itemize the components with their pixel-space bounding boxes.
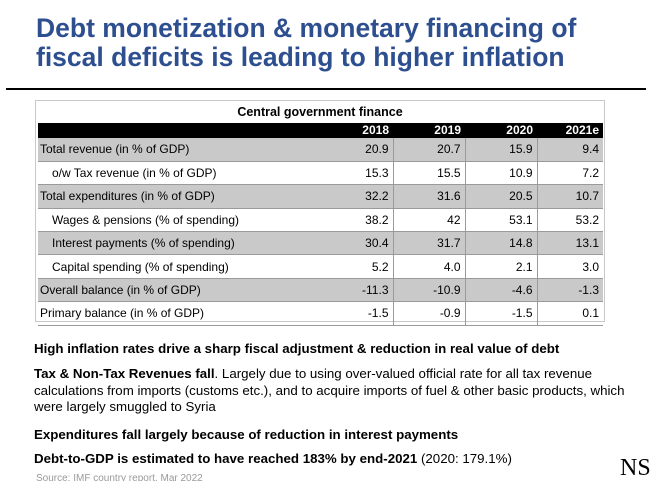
cell-value: -1.3 xyxy=(537,278,603,303)
cell-value: -4.6 xyxy=(465,278,538,303)
cell-value: 32.2 xyxy=(307,184,394,209)
point-revenues-detail: . Largely due to using over-valued offic… xyxy=(34,366,625,414)
row-label: Overall balance (in % of GDP) xyxy=(38,278,307,303)
cell-value: 20.7 xyxy=(393,138,466,162)
row-label: Total revenue (in % of GDP) xyxy=(38,138,307,162)
central-government-finance-table: 2018 2019 2020 2021e Total revenue (in %… xyxy=(38,123,603,326)
table-row: Overall balance (in % of GDP) -11.3 -10.… xyxy=(38,278,603,303)
row-label: Primary balance (in % of GDP) xyxy=(38,301,307,326)
cell-value: 38.2 xyxy=(307,208,394,233)
row-label: Interest payments (% of spending) xyxy=(38,231,307,256)
header-2020: 2020 xyxy=(465,123,537,138)
cell-value: 53.2 xyxy=(537,208,603,233)
ns-logo: NS xyxy=(620,455,651,481)
cell-value: 30.4 xyxy=(307,231,394,256)
title-divider xyxy=(6,88,646,90)
row-label: Total expenditures (in % of GDP) xyxy=(38,184,307,209)
header-2018: 2018 xyxy=(307,123,393,138)
cell-value: 14.8 xyxy=(465,231,538,256)
table-header-row: 2018 2019 2020 2021e xyxy=(38,123,603,138)
cell-value: 13.1 xyxy=(537,231,603,256)
point-revenues-fall: Tax & Non-Tax Revenues fall. Largely due… xyxy=(34,366,634,416)
table-row: o/w Tax revenue (in % of GDP) 15.3 15.5 … xyxy=(38,161,603,186)
point-debt-detail: (2020: 179.1%) xyxy=(417,451,512,466)
cell-value: -11.3 xyxy=(307,278,394,303)
cell-value: -0.9 xyxy=(393,301,466,326)
cell-value: 4.0 xyxy=(393,254,466,279)
cell-value: 15.9 xyxy=(465,138,538,162)
header-2021e: 2021e xyxy=(537,123,603,138)
cell-value: 42 xyxy=(393,208,466,233)
row-label: Capital spending (% of spending) xyxy=(38,254,307,279)
cell-value: 15.3 xyxy=(307,161,394,186)
point-revenues-heading: Tax & Non-Tax Revenues fall xyxy=(34,366,215,381)
cell-value: 31.6 xyxy=(393,184,466,209)
cell-value: 3.0 xyxy=(537,254,603,279)
cell-value: -1.5 xyxy=(465,301,538,326)
cell-value: 10.7 xyxy=(537,184,603,209)
cell-value: 9.4 xyxy=(537,138,603,162)
cell-value: 20.5 xyxy=(465,184,538,209)
point-inflation-fiscal-adjustment: High inflation rates drive a sharp fisca… xyxy=(34,341,560,356)
cell-value: 20.9 xyxy=(307,138,394,162)
cell-value: 10.9 xyxy=(465,161,538,186)
cell-value: 7.2 xyxy=(537,161,603,186)
header-2019: 2019 xyxy=(393,123,465,138)
point-debt-to-gdp: Debt-to-GDP is estimated to have reached… xyxy=(34,451,512,468)
cell-value: 5.2 xyxy=(307,254,394,279)
slide-title: Debt monetization & monetary financing o… xyxy=(36,14,646,72)
point-debt-heading: Debt-to-GDP is estimated to have reached… xyxy=(34,451,418,466)
row-label: Wages & pensions (% of spending) xyxy=(38,208,307,233)
cell-value: 15.5 xyxy=(393,161,466,186)
table-row: Primary balance (in % of GDP) -1.5 -0.9 … xyxy=(38,301,603,326)
slide-title-line-1: Debt monetization & monetary financing o… xyxy=(36,13,577,43)
table-caption: Central government finance xyxy=(237,105,403,119)
row-label: o/w Tax revenue (in % of GDP) xyxy=(38,161,307,186)
table-row: Interest payments (% of spending) 30.4 3… xyxy=(38,231,603,256)
cell-value: 53.1 xyxy=(465,208,538,233)
point-expenditures-fall: Expenditures fall largely because of red… xyxy=(34,427,459,442)
table-row: Capital spending (% of spending) 5.2 4.0… xyxy=(38,254,603,279)
header-label xyxy=(38,123,307,138)
cell-value: 0.1 xyxy=(537,301,603,326)
cell-value: -10.9 xyxy=(393,278,466,303)
slide-title-line-2: fiscal deficits is leading to higher inf… xyxy=(36,42,565,72)
table-row: Total revenue (in % of GDP) 20.9 20.7 15… xyxy=(38,138,603,162)
cell-value: -1.5 xyxy=(307,301,394,326)
table-row: Wages & pensions (% of spending) 38.2 42… xyxy=(38,208,603,233)
table-row: Total expenditures (in % of GDP) 32.2 31… xyxy=(38,184,603,209)
cell-value: 2.1 xyxy=(465,254,538,279)
cell-value: 31.7 xyxy=(393,231,466,256)
finance-table-panel: Central government finance 2018 2019 202… xyxy=(35,100,605,326)
source-note: Source: IMF country report, Mar 2022 xyxy=(36,474,203,481)
